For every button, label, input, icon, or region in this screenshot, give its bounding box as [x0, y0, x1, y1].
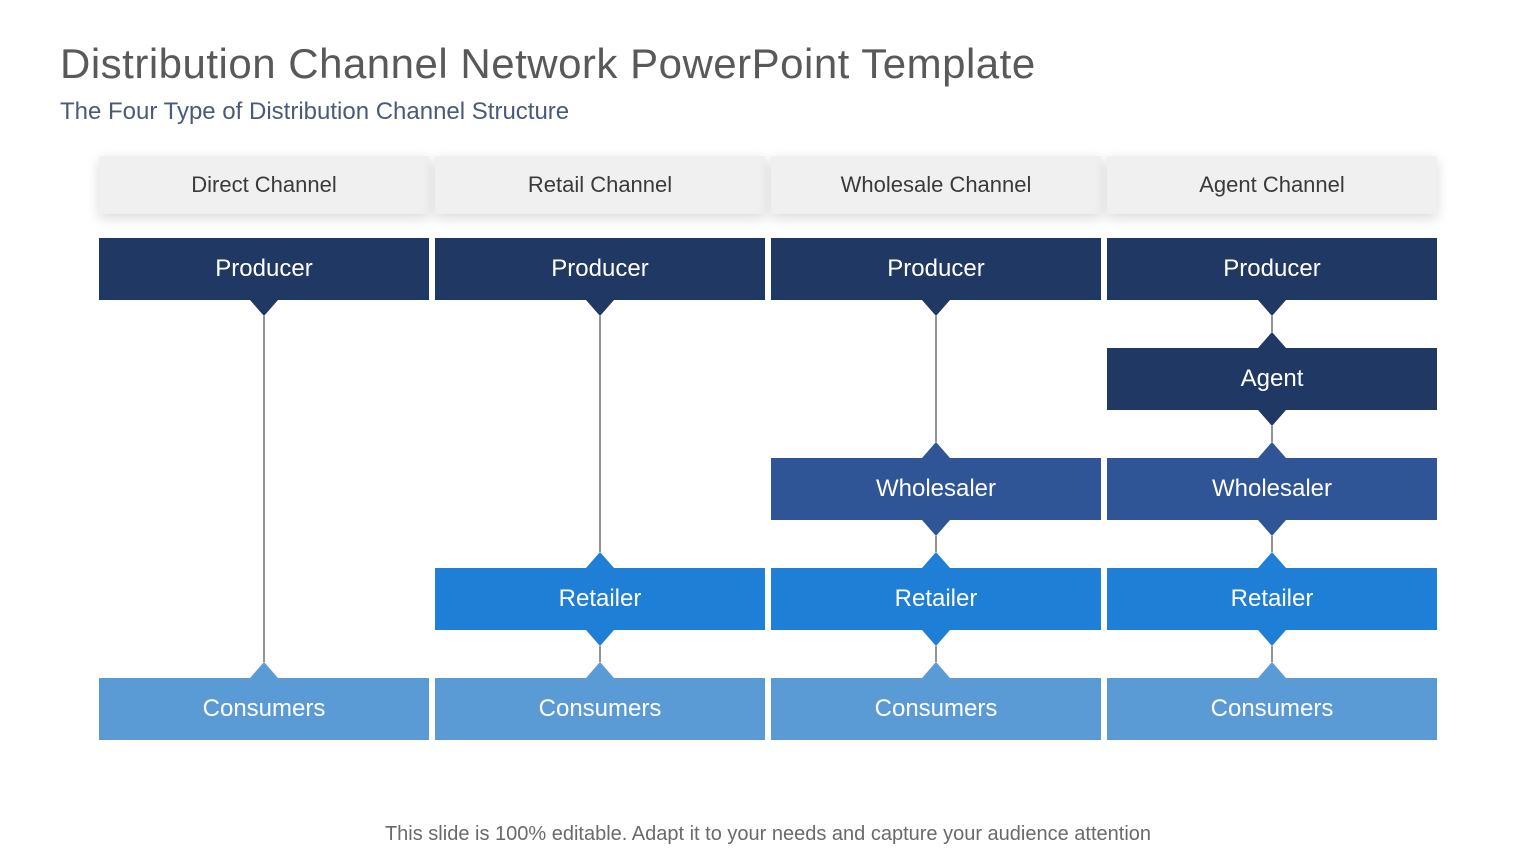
step-box: Consumers: [1107, 678, 1437, 740]
flow-connector: [1272, 426, 1273, 442]
step-box: Consumers: [771, 678, 1101, 740]
flow-connector: [600, 646, 601, 662]
flow-arrow-up-icon: [586, 662, 614, 678]
step-box: Wholesaler: [1107, 458, 1437, 520]
step-box: Retailer: [1107, 568, 1437, 630]
column-header: Direct Channel: [99, 156, 429, 214]
flow-arrow-up-icon: [1258, 442, 1286, 458]
flow-arrow-up-icon: [1258, 662, 1286, 678]
flow-connector: [936, 536, 937, 552]
flow-arrow-up-icon: [1258, 552, 1286, 568]
flow-arrow-up-icon: [922, 442, 950, 458]
flow-arrow-down-icon: [922, 520, 950, 536]
step-box: Consumers: [435, 678, 765, 740]
flow-connector: [936, 646, 937, 662]
step-box: Wholesaler: [771, 458, 1101, 520]
flow-connector: [1272, 316, 1273, 332]
flow-arrow-up-icon: [922, 552, 950, 568]
column-header: Wholesale Channel: [771, 156, 1101, 214]
channel-column: Direct Channel Producer Consumers: [99, 156, 429, 796]
step-box: Producer: [99, 238, 429, 300]
flow-arrow-down-icon: [1258, 410, 1286, 426]
step-box: Retailer: [435, 568, 765, 630]
step-box: Retailer: [771, 568, 1101, 630]
flow-arrow-up-icon: [250, 662, 278, 678]
step-box: Agent: [1107, 348, 1437, 410]
channel-column: Retail Channel Producer Retailer Consumers: [435, 156, 765, 796]
flow-arrow-down-icon: [922, 300, 950, 316]
flow-arrow-up-icon: [922, 662, 950, 678]
flow-connector: [1272, 646, 1273, 662]
channel-column: Agent Channel Producer Agent Wholesaler Reta…: [1107, 156, 1437, 796]
flow-connector: [1272, 536, 1273, 552]
flow-arrow-down-icon: [250, 300, 278, 316]
flow-connector: [600, 316, 601, 552]
step-box: Producer: [771, 238, 1101, 300]
step-box: Producer: [435, 238, 765, 300]
flow-arrow-up-icon: [586, 552, 614, 568]
flow-arrow-down-icon: [922, 630, 950, 646]
flow-connector: [936, 316, 937, 442]
column-header: Retail Channel: [435, 156, 765, 214]
flow-arrow-down-icon: [1258, 630, 1286, 646]
channel-column: Wholesale Channel Producer Wholesaler Retai…: [771, 156, 1101, 796]
flow-arrow-down-icon: [1258, 520, 1286, 536]
step-box: Producer: [1107, 238, 1437, 300]
slide: Distribution Channel Network PowerPoint …: [0, 0, 1536, 864]
step-box: Consumers: [99, 678, 429, 740]
slide-subtitle: The Four Type of Distribution Channel St…: [60, 98, 1476, 126]
flow-connector: [264, 316, 265, 662]
flow-arrow-down-icon: [586, 300, 614, 316]
diagram-grid: Direct ChannelProducerConsumersRetail Ch…: [60, 156, 1476, 796]
footer-note: This slide is 100% editable. Adapt it to…: [0, 823, 1536, 846]
flow-arrow-down-icon: [1258, 300, 1286, 316]
column-header: Agent Channel: [1107, 156, 1437, 214]
slide-title: Distribution Channel Network PowerPoint …: [60, 40, 1476, 88]
flow-arrow-down-icon: [586, 630, 614, 646]
flow-arrow-up-icon: [1258, 332, 1286, 348]
